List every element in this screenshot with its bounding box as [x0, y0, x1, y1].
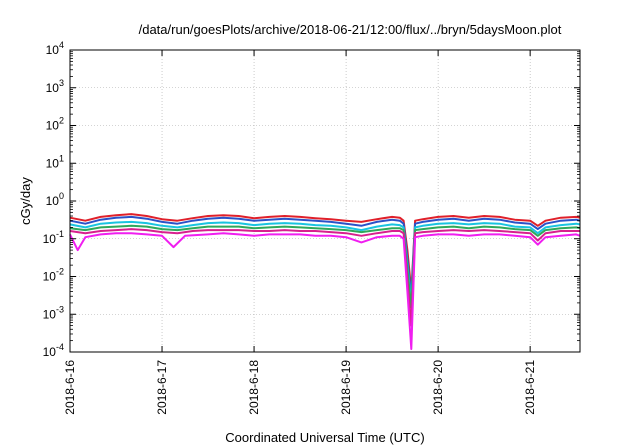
- y-tick-label: 100: [46, 191, 64, 208]
- grid: [69, 49, 580, 353]
- x-tick-label: 2018-6-17: [155, 360, 169, 415]
- y-tick-base: 10: [46, 156, 60, 170]
- y-tick-base: 10: [46, 43, 60, 57]
- y-tick-base: 10: [46, 194, 60, 208]
- x-tick-label: 2018-6-20: [431, 360, 445, 415]
- y-tick-base: 10: [46, 119, 60, 133]
- series-line-3: [69, 220, 581, 304]
- y-tick-base: 10: [43, 345, 57, 359]
- y-tick-base: 10: [43, 232, 57, 246]
- y-tick-label: 103: [46, 78, 64, 95]
- x-tick-label: 2018-6-18: [247, 360, 261, 415]
- series-line-5: [69, 228, 580, 327]
- y-tick-exponent: -3: [56, 304, 64, 314]
- x-tick-label: 2018-6-16: [63, 360, 77, 415]
- y-tick-exponent: 0: [59, 191, 64, 201]
- y-tick-exponent: 4: [59, 40, 64, 50]
- y-tick-exponent: -1: [56, 229, 64, 239]
- y-tick-exponent: 3: [59, 78, 64, 88]
- y-tick-label: 10-2: [43, 267, 64, 284]
- series-line-6: [69, 232, 581, 350]
- y-tick-exponent: 1: [59, 153, 64, 163]
- series-group: [69, 213, 581, 350]
- x-tick-label: 2018-6-21: [523, 360, 537, 415]
- x-axis-ticks: 2018-6-16 2018-6-17 2018-6-18 2018-6-19 2018…: [63, 50, 537, 415]
- y-axis-label: cGy/day: [18, 177, 33, 225]
- y-tick-base: 10: [46, 81, 60, 95]
- y-tick-label: 10-4: [43, 342, 64, 359]
- y-tick-label: 104: [46, 40, 64, 57]
- y-tick-label: 10-1: [43, 229, 64, 246]
- series-line-4: [69, 224, 581, 309]
- y-tick-label: 101: [46, 153, 64, 170]
- chart-title: /data/run/goesPlots/archive/2018-06-21/1…: [139, 22, 562, 37]
- y-tick-exponent: 2: [59, 116, 64, 126]
- y-tick-base: 10: [43, 307, 57, 321]
- x-tick-label: 2018-6-19: [339, 360, 353, 415]
- y-tick-exponent: -4: [56, 342, 64, 352]
- series-line-1: [69, 213, 581, 293]
- y-tick-label: 102: [46, 116, 64, 133]
- series-line-2: [69, 215, 581, 298]
- x-axis-label: Coordinated Universal Time (UTC): [225, 430, 424, 445]
- y-tick-exponent: -2: [56, 267, 64, 277]
- y-tick-base: 10: [43, 270, 57, 284]
- y-tick-label: 10-3: [43, 304, 64, 321]
